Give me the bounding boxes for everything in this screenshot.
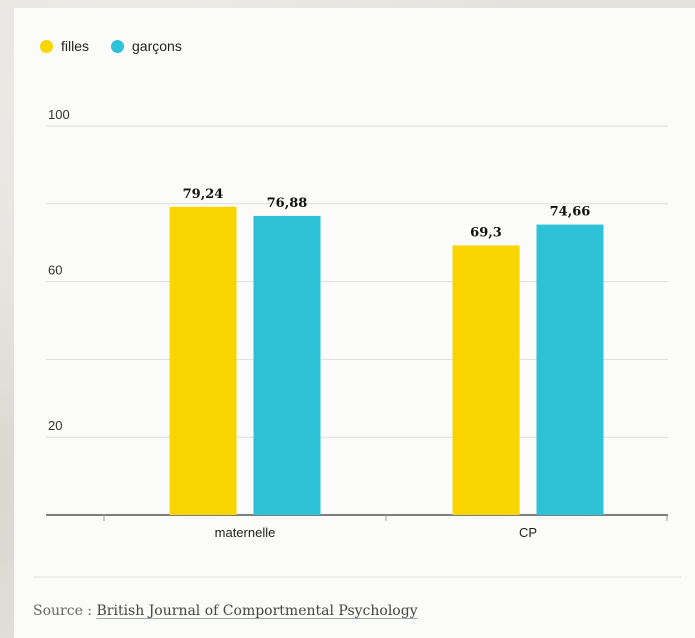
source-link[interactable]: British Journal of Comportmental Psychol…	[96, 603, 418, 619]
data-label: 69,3	[470, 225, 502, 240]
bar-garçons-CP	[536, 224, 604, 515]
data-label: 74,66	[550, 205, 591, 220]
chart-legend: filles garçons	[40, 38, 204, 54]
bar-filles-CP	[452, 245, 520, 515]
legend-swatch-garcons	[111, 39, 125, 53]
legend-item-filles: filles	[40, 38, 89, 54]
data-label: 79,24	[183, 187, 224, 202]
bar-filles-maternelle	[169, 206, 237, 515]
legend-label-filles: filles	[61, 38, 90, 54]
x-tick-label: maternelle	[215, 525, 276, 540]
legend-item-garcons: garçons	[111, 38, 182, 54]
data-label: 76,88	[267, 196, 308, 211]
bar-garçons-maternelle	[253, 215, 321, 515]
source-line: Source : British Journal of Comportmenta…	[33, 603, 418, 619]
legend-swatch-filles	[40, 39, 53, 53]
y-tick-label: 60	[48, 263, 62, 278]
y-tick-label: 20	[48, 418, 62, 433]
y-tick-label: 100	[48, 107, 70, 122]
source-prefix: Source :	[33, 603, 97, 619]
x-tick-label: CP	[519, 525, 537, 540]
legend-label-garcons: garçons	[132, 38, 182, 54]
